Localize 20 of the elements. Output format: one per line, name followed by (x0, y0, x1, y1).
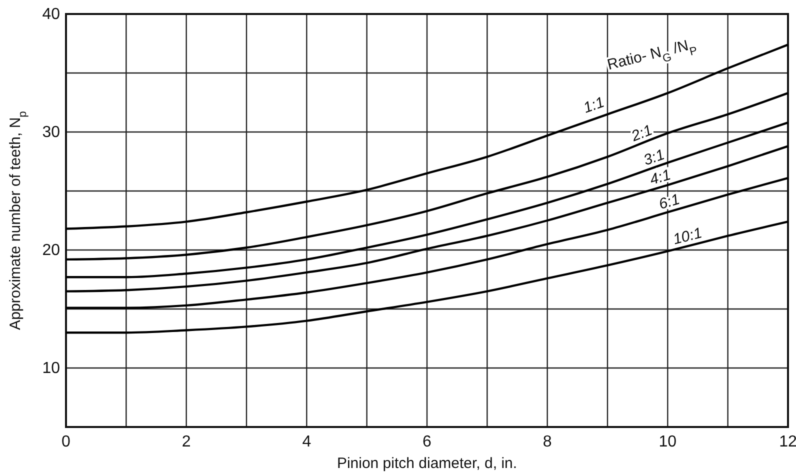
text: 10:1 (671, 224, 704, 248)
line-series (64, 121, 790, 278)
text: 1:1 (581, 94, 607, 117)
x-tick-label: 0 (62, 433, 71, 450)
y-tick-label: 30 (42, 124, 60, 142)
x-axis-title: Pinion pitch diameter, d, in. (336, 455, 518, 472)
line-series (64, 92, 790, 261)
y-tick-label: 20 (42, 242, 60, 260)
line-series (64, 145, 790, 292)
x-tick-label: 8 (542, 433, 552, 450)
text: 6:1 (657, 190, 682, 214)
line-series (64, 220, 790, 334)
x-tick-label: 4 (302, 433, 312, 450)
x-tick-label: 12 (779, 433, 796, 450)
text: 2:1 (628, 122, 655, 146)
x-tick-label: 10 (658, 433, 677, 450)
y-tick-label: 10 (42, 360, 60, 378)
x-tick-label: 2 (182, 433, 191, 450)
x-tick-label: 6 (422, 433, 432, 450)
y-tick-label: 40 (42, 6, 60, 24)
